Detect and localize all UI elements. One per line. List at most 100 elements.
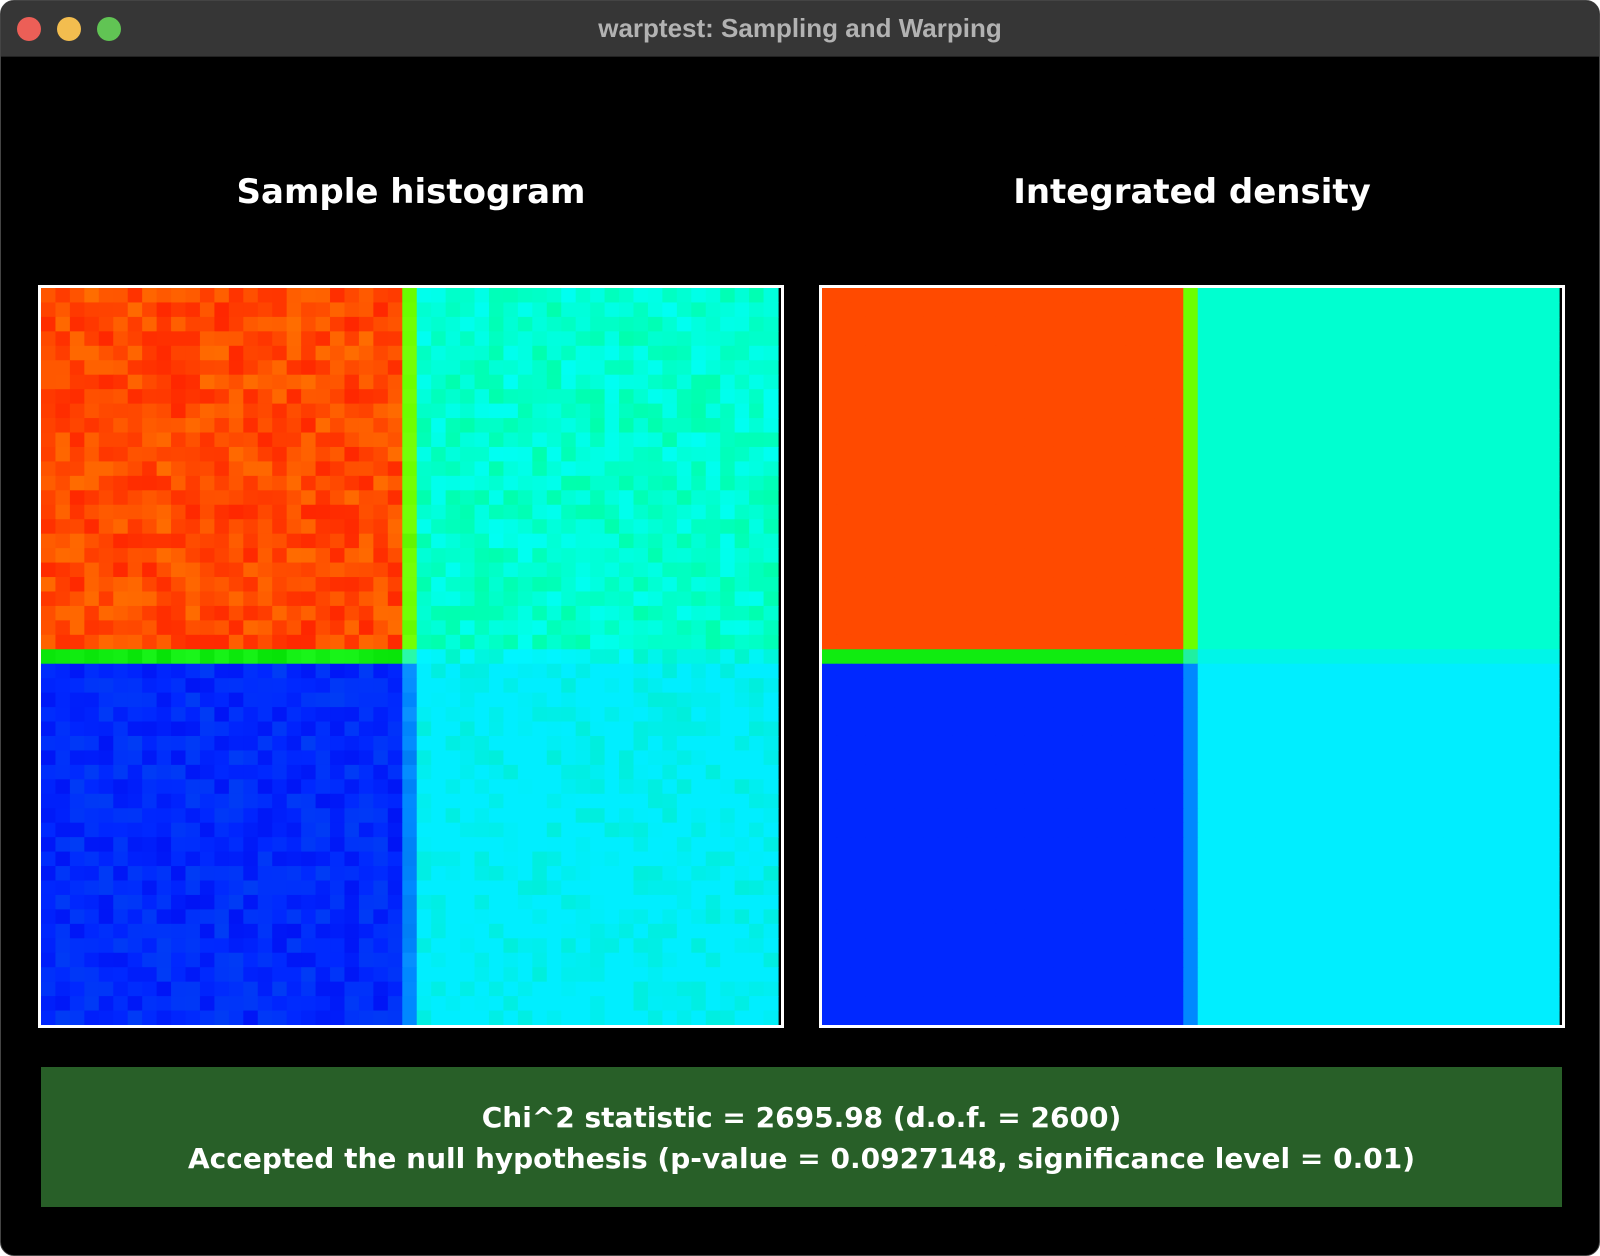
title-bar[interactable]: warptest: Sampling and Warping	[1, 1, 1599, 57]
histogram-cell	[373, 446, 389, 463]
histogram-cell	[503, 808, 519, 824]
histogram-cell	[55, 461, 71, 477]
histogram-cell	[619, 634, 635, 650]
density-cell	[1414, 649, 1430, 665]
histogram-cell	[633, 764, 649, 780]
histogram-cell	[387, 461, 403, 477]
histogram-cell	[503, 692, 519, 708]
histogram-cell	[705, 475, 721, 491]
density-cell	[1327, 692, 1343, 708]
histogram-cell	[98, 533, 114, 549]
histogram-cell	[561, 562, 577, 578]
histogram-cell	[561, 533, 577, 549]
density-cell	[1414, 808, 1430, 824]
density-cell	[1154, 923, 1170, 939]
density-cell	[1327, 605, 1343, 621]
histogram-cell	[749, 490, 765, 506]
histogram-cell	[749, 634, 765, 650]
histogram-cell	[344, 981, 360, 997]
maximize-window-button[interactable]	[97, 17, 121, 41]
histogram-cell	[445, 475, 461, 491]
histogram-cell	[445, 374, 461, 390]
density-cell	[879, 360, 895, 376]
histogram-cell	[358, 591, 374, 607]
density-cell	[1009, 822, 1025, 838]
histogram-cell	[633, 634, 649, 650]
histogram-cell	[156, 562, 172, 578]
density-cell	[1038, 678, 1054, 694]
density-cell	[1053, 692, 1069, 708]
density-cell	[879, 909, 895, 925]
histogram-cell	[460, 952, 476, 968]
histogram-cell	[416, 591, 432, 607]
histogram-cell	[55, 490, 71, 506]
histogram-cell	[286, 692, 302, 708]
histogram-cell	[705, 721, 721, 737]
histogram-cell	[590, 345, 606, 361]
density-cell	[1212, 591, 1228, 607]
density-cell	[980, 461, 997, 477]
minimize-window-button[interactable]	[57, 17, 81, 41]
histogram-cell	[431, 605, 447, 621]
histogram-cell	[199, 923, 216, 939]
density-cell	[822, 851, 838, 867]
histogram-cell	[358, 345, 374, 361]
histogram-cell	[41, 634, 57, 650]
density-cell	[966, 707, 982, 723]
density-cell	[1284, 837, 1300, 853]
density-cell	[1313, 880, 1329, 896]
density-cell	[1154, 548, 1170, 564]
density-cell	[822, 837, 838, 853]
density-cell	[894, 923, 910, 939]
histogram-cell	[676, 605, 692, 621]
density-cell	[1197, 894, 1213, 910]
histogram-cell	[619, 721, 635, 737]
histogram-cell	[503, 721, 519, 737]
histogram-cell	[84, 967, 100, 983]
histogram-cell	[301, 316, 317, 332]
density-cell	[822, 735, 838, 752]
histogram-cell	[301, 504, 317, 520]
density-cell	[1053, 793, 1069, 809]
density-cell	[1255, 894, 1271, 910]
density-cell	[1530, 403, 1546, 419]
histogram-cell	[604, 389, 620, 405]
density-cell	[1515, 562, 1531, 578]
density-cell	[1024, 649, 1040, 665]
histogram-cell	[257, 605, 273, 621]
histogram-cell	[488, 418, 505, 434]
density-cell	[995, 909, 1011, 925]
density-cell	[1255, 591, 1271, 607]
histogram-cell	[199, 822, 216, 838]
histogram-cell	[705, 331, 721, 347]
density-cell	[1342, 851, 1358, 867]
density-cell	[1472, 692, 1488, 708]
density-cell	[879, 418, 895, 434]
histogram-cell	[503, 996, 519, 1012]
density-cell	[1385, 331, 1401, 347]
density-cell	[1298, 360, 1314, 376]
histogram-cell	[142, 533, 158, 549]
histogram-cell	[301, 952, 317, 968]
histogram-cell	[358, 577, 374, 593]
density-cell	[1544, 735, 1560, 752]
histogram-cell	[69, 634, 85, 650]
histogram-cell	[171, 707, 187, 723]
density-cell	[1212, 822, 1228, 838]
density-cell	[1096, 880, 1112, 896]
histogram-cell	[575, 923, 591, 939]
histogram-cell	[431, 649, 447, 665]
density-cell	[1067, 938, 1083, 954]
density-cell	[1342, 302, 1358, 318]
density-cell	[1111, 909, 1127, 925]
density-cell	[1515, 909, 1531, 925]
histogram-cell	[460, 360, 476, 376]
histogram-cell	[286, 996, 302, 1012]
density-cell	[1400, 721, 1416, 737]
density-cell	[952, 923, 968, 939]
density-cell	[1414, 605, 1430, 621]
histogram-cell	[691, 649, 707, 665]
close-window-button[interactable]	[17, 17, 41, 41]
histogram-cell	[113, 909, 129, 925]
histogram-cell	[358, 967, 374, 983]
